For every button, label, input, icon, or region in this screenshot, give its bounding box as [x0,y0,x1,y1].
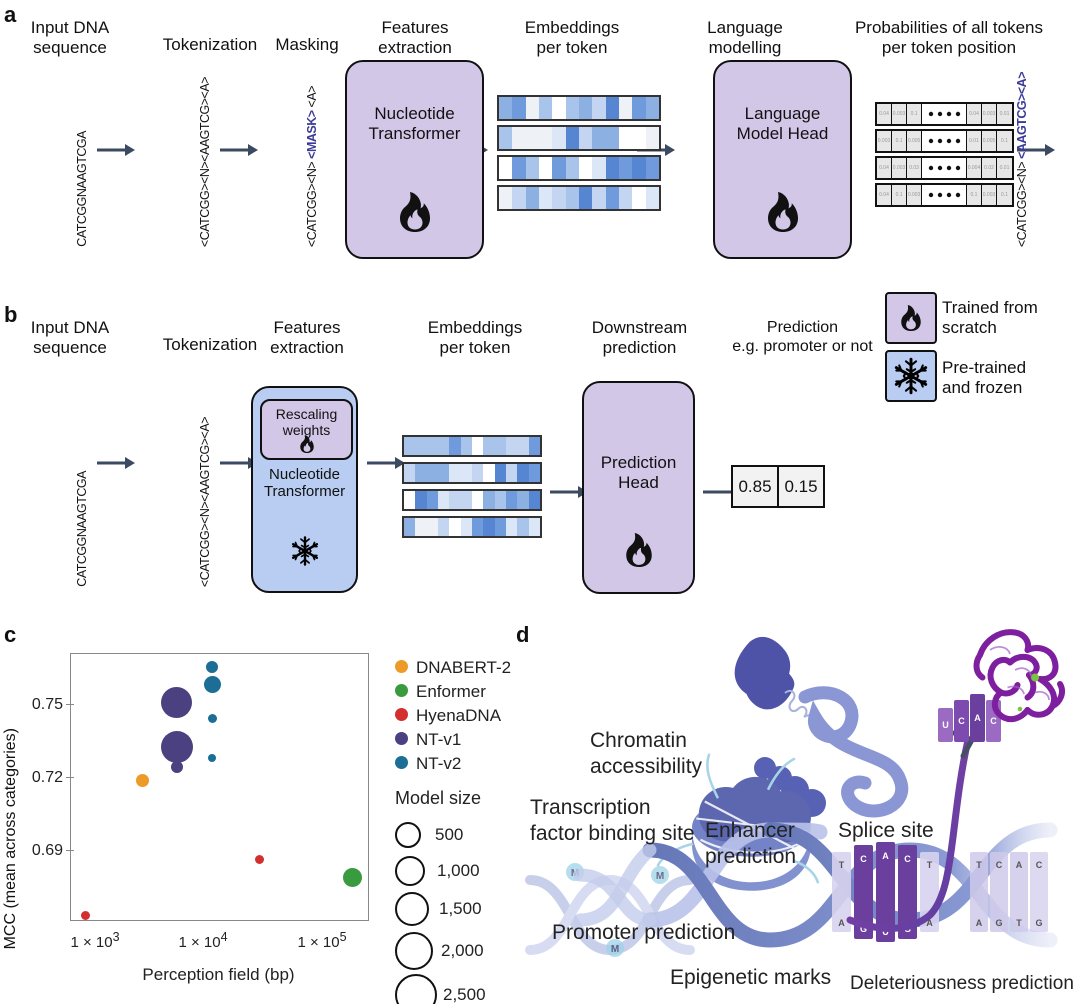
svg-text:C: C [958,716,965,726]
svg-text:M: M [656,871,664,882]
svg-text:T: T [927,860,933,870]
svg-text:C: C [1036,860,1043,870]
svg-text:G: G [995,918,1002,928]
svg-text:C: C [990,716,997,726]
svg-text:A: A [838,918,845,928]
svg-text:A: A [976,918,983,928]
svg-text:A: A [974,713,981,723]
svg-text:T: T [1016,918,1022,928]
svg-text:G: G [1035,918,1042,928]
svg-text:U: U [942,720,949,730]
svg-text:A: A [1016,860,1023,870]
svg-text:C: C [996,860,1003,870]
svg-text:T: T [976,860,982,870]
